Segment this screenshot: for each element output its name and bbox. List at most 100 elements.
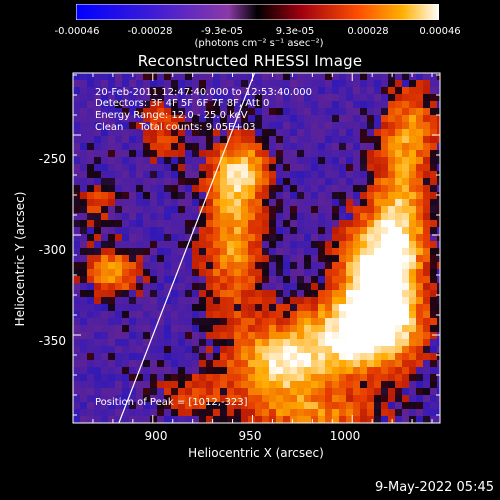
heatmap-cell: [101, 332, 109, 340]
heatmap-cell: [73, 185, 81, 193]
heatmap-cell: [108, 94, 116, 102]
heatmap-cell: [87, 311, 95, 319]
heatmap-cell: [353, 157, 361, 165]
heatmap-cell: [311, 115, 319, 123]
heatmap-cell: [255, 87, 263, 95]
heatmap-cell: [87, 332, 95, 340]
heatmap-cell: [87, 283, 95, 291]
heatmap-cell: [346, 164, 354, 172]
heatmap-cell: [241, 346, 249, 354]
heatmap-cell: [122, 157, 130, 165]
heatmap-cell: [206, 171, 214, 179]
heatmap-cell: [234, 395, 242, 403]
heatmap-cell: [346, 80, 354, 88]
heatmap-cell: [206, 136, 214, 144]
heatmap-cell: [318, 262, 326, 270]
heatmap-cell: [164, 80, 172, 88]
heatmap-cell: [192, 360, 200, 368]
heatmap-cell: [206, 150, 214, 158]
heatmap-cell: [318, 178, 326, 186]
heatmap-cell: [206, 388, 214, 396]
heatmap-cell: [227, 73, 235, 81]
heatmap-cell: [101, 171, 109, 179]
heatmap-cell: [276, 241, 284, 249]
heatmap-cell: [94, 227, 102, 235]
heatmap-cell: [101, 220, 109, 228]
heatmap-cell: [157, 73, 165, 81]
heatmap-cell: [409, 150, 417, 158]
heatmap-cell: [227, 213, 235, 221]
heatmap-cell: [318, 213, 326, 221]
heatmap-cell: [213, 178, 221, 186]
heatmap-cell: [409, 143, 417, 151]
heatmap-cell: [325, 318, 333, 326]
heatmap-cell: [87, 164, 95, 172]
heatmap-cell: [255, 178, 263, 186]
heatmap-cell: [241, 122, 249, 130]
heatmap-cell: [318, 290, 326, 298]
heatmap-cell: [227, 115, 235, 123]
heatmap-cell: [297, 367, 305, 375]
heatmap-cell: [297, 164, 305, 172]
heatmap-cell: [80, 73, 88, 81]
heatmap-cell: [423, 220, 431, 228]
heatmap-cell: [374, 108, 382, 116]
heatmap-cell: [360, 129, 368, 137]
heatmap-cell: [297, 297, 305, 305]
heatmap-cell: [185, 80, 193, 88]
heatmap-cell: [290, 129, 298, 137]
heatmap-cell: [360, 255, 368, 263]
heatmap-cell: [283, 101, 291, 109]
heatmap-cell: [157, 122, 165, 130]
heatmap-cell: [136, 213, 144, 221]
heatmap-cell: [283, 367, 291, 375]
heatmap-cell: [192, 108, 200, 116]
heatmap-cell: [297, 171, 305, 179]
heatmap-cell: [304, 262, 312, 270]
heatmap-cell: [73, 388, 81, 396]
heatmap-cell: [409, 122, 417, 130]
heatmap-cell: [115, 262, 123, 270]
heatmap-cell: [80, 234, 88, 242]
heatmap-cell: [353, 318, 361, 326]
heatmap-cell: [108, 101, 116, 109]
heatmap-cell: [94, 171, 102, 179]
heatmap-cell: [234, 325, 242, 333]
heatmap-cell: [178, 283, 186, 291]
heatmap-cell: [192, 73, 200, 81]
heatmap-cell: [423, 318, 431, 326]
heatmap-cell: [283, 150, 291, 158]
heatmap-cell: [339, 339, 347, 347]
heatmap-cell: [402, 395, 410, 403]
heatmap-cell: [80, 129, 88, 137]
heatmap-cell: [206, 395, 214, 403]
heatmap-cell: [150, 395, 158, 403]
heatmap-cell: [248, 297, 256, 305]
heatmap-cell: [332, 136, 340, 144]
heatmap-cell: [87, 234, 95, 242]
heatmap-cell: [304, 164, 312, 172]
heatmap-cell: [157, 269, 165, 277]
heatmap-cell: [269, 241, 277, 249]
heatmap-cell: [332, 325, 340, 333]
heatmap-cell: [206, 318, 214, 326]
heatmap-cell: [367, 171, 375, 179]
heatmap-cell: [304, 388, 312, 396]
heatmap-cell: [353, 185, 361, 193]
heatmap-cell: [374, 157, 382, 165]
heatmap-cell: [248, 290, 256, 298]
heatmap-cell: [332, 360, 340, 368]
heatmap-cell: [297, 87, 305, 95]
heatmap-cell: [73, 367, 81, 375]
heatmap-cell: [164, 416, 172, 423]
heatmap-cell: [199, 381, 207, 389]
heatmap-cell: [402, 171, 410, 179]
heatmap-cell: [395, 262, 403, 270]
heatmap-cell: [108, 346, 116, 354]
heatmap-cell: [388, 101, 396, 109]
heatmap-cell: [402, 332, 410, 340]
heatmap-cell: [353, 283, 361, 291]
heatmap-cell: [101, 416, 109, 423]
heatmap-cell: [101, 199, 109, 207]
heatmap-cell: [157, 297, 165, 305]
